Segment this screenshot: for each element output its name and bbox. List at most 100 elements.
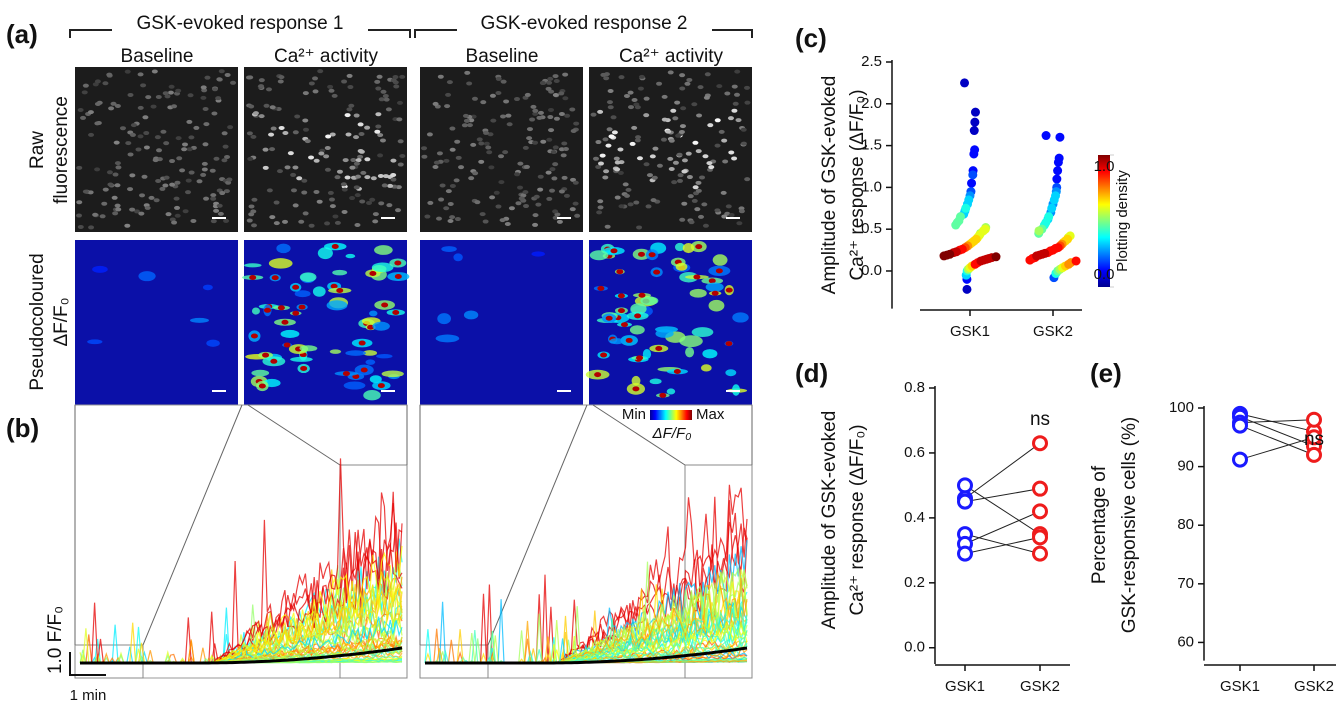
cell	[302, 127, 309, 132]
cell	[200, 95, 207, 100]
cell	[694, 207, 701, 212]
y-tick-label: 2.0	[861, 95, 882, 112]
cell	[334, 175, 341, 180]
blob-core	[725, 341, 733, 347]
cell	[505, 113, 512, 118]
cell	[572, 201, 579, 206]
cell	[210, 219, 217, 224]
cell	[313, 158, 320, 163]
cell	[668, 167, 675, 172]
blob-core	[271, 275, 279, 281]
cell	[489, 195, 496, 200]
cell	[718, 129, 725, 134]
blob-core	[617, 293, 625, 299]
cell	[449, 147, 456, 152]
cell	[277, 79, 284, 84]
cell	[196, 179, 203, 184]
cell	[217, 211, 224, 216]
cell	[282, 130, 289, 135]
cell	[268, 132, 275, 137]
blob	[640, 296, 659, 306]
blob-core	[367, 324, 375, 330]
cell	[167, 90, 174, 95]
blob	[609, 338, 625, 345]
cell	[651, 175, 658, 180]
cell	[449, 215, 456, 220]
cell	[162, 183, 169, 188]
cell	[381, 183, 388, 188]
cell	[203, 196, 210, 201]
cell	[613, 156, 620, 161]
cell	[182, 209, 189, 214]
cell	[113, 140, 120, 145]
cell	[561, 175, 568, 180]
cell	[679, 124, 686, 129]
cell	[513, 97, 520, 102]
y-tick-label: 1.5	[861, 137, 882, 154]
cell	[514, 172, 521, 177]
cell	[724, 91, 731, 96]
blob-core	[659, 392, 667, 398]
cell	[390, 177, 397, 182]
pair-line	[1239, 436, 1315, 461]
pair-line	[964, 536, 1041, 555]
cell	[677, 178, 684, 183]
cell	[702, 223, 709, 228]
cell	[222, 144, 229, 149]
cell	[515, 201, 522, 206]
scale-label: 1.0 F/F₀	[45, 606, 66, 674]
blob-core	[360, 367, 368, 373]
cell	[334, 220, 341, 225]
cell	[606, 127, 613, 132]
blob	[691, 327, 714, 338]
point	[1032, 545, 1048, 562]
cell	[377, 153, 384, 158]
blob-core	[262, 352, 270, 358]
blob	[138, 271, 156, 282]
cell	[346, 107, 353, 112]
cell	[153, 198, 160, 203]
blob	[374, 245, 393, 255]
cell	[495, 90, 502, 95]
cell	[503, 99, 510, 104]
cell	[186, 119, 193, 124]
cell	[553, 78, 560, 83]
cell	[499, 218, 506, 223]
cell	[169, 159, 176, 164]
point	[1032, 529, 1048, 546]
cell	[151, 69, 158, 74]
cell	[649, 154, 656, 159]
cell	[399, 74, 406, 79]
cell	[549, 188, 556, 193]
cell	[622, 182, 629, 187]
colorbar-tick-label: 0.0	[1094, 266, 1115, 283]
cell	[163, 175, 170, 180]
point	[1025, 255, 1035, 265]
cell	[227, 125, 234, 130]
cell	[129, 173, 136, 178]
colorbar-tick-label: 1.0	[1094, 158, 1115, 175]
cell	[554, 212, 561, 217]
blob	[666, 388, 676, 395]
cell	[364, 125, 371, 130]
cell	[216, 203, 223, 208]
cell	[532, 222, 539, 227]
cell	[302, 211, 309, 216]
cell	[324, 221, 331, 226]
blob-core	[711, 290, 719, 296]
cell	[135, 147, 142, 152]
cell	[453, 178, 460, 183]
cell	[436, 216, 443, 221]
cell	[345, 132, 352, 137]
blob	[629, 325, 645, 335]
mean-trace	[425, 646, 748, 665]
cell	[549, 167, 556, 172]
cell	[485, 145, 492, 150]
cell	[317, 69, 324, 74]
cell	[341, 79, 348, 84]
point	[1055, 132, 1065, 142]
cell	[141, 174, 148, 179]
cell	[722, 159, 729, 164]
cell	[247, 75, 254, 80]
cell	[732, 101, 739, 106]
